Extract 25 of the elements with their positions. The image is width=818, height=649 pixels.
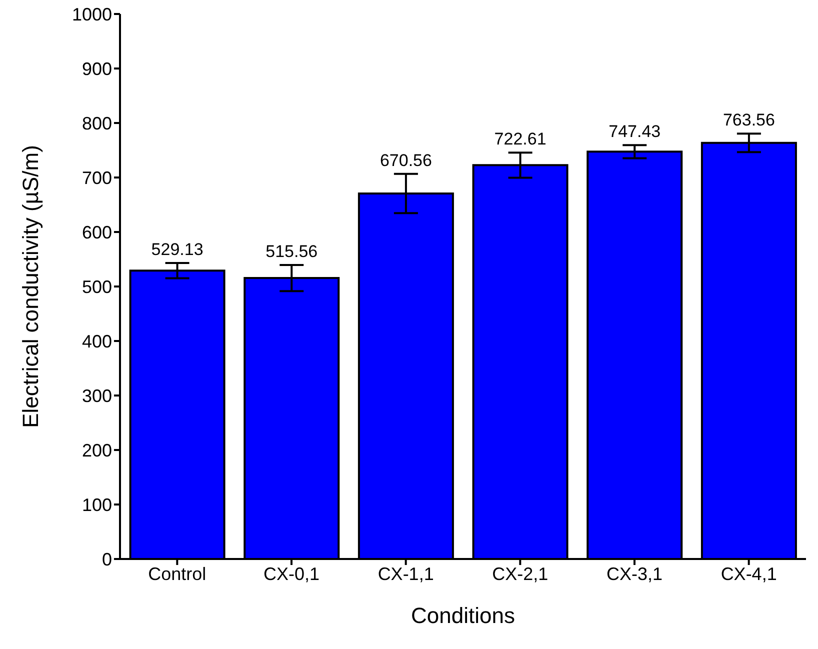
x-axis-title: Conditions: [411, 603, 515, 628]
y-tick-label: 1000: [72, 4, 112, 24]
y-axis-title: Electrical conductivity (µS/m): [18, 145, 43, 428]
y-tick-label: 100: [82, 494, 112, 515]
data-label: 670.56: [380, 150, 432, 170]
y-tick-label: 400: [82, 331, 112, 352]
data-label: 747.43: [608, 122, 661, 142]
y-tick-label: 300: [82, 386, 112, 406]
y-tick-label: 900: [82, 58, 112, 79]
x-tick-label: CX-4,1: [720, 564, 777, 584]
x-tick-label: CX-1,1: [378, 564, 434, 584]
x-tick-label: CX-0,1: [263, 564, 320, 584]
y-tick-label: 600: [82, 222, 112, 242]
data-label: 529.13: [151, 240, 204, 259]
y-tick-label: 500: [82, 276, 112, 297]
y-tick-label: 700: [82, 168, 112, 188]
data-label: 722.61: [494, 130, 546, 149]
y-tick-label: 0: [102, 549, 112, 570]
data-label: 515.56: [266, 242, 318, 261]
y-tick-label: 200: [82, 440, 112, 460]
x-tick-label: Control: [148, 564, 206, 584]
x-tick-label: CX-2,1: [492, 564, 548, 584]
y-tick-label: 800: [82, 113, 112, 134]
x-tick-label: CX-3,1: [606, 564, 663, 584]
data-label: 763.56: [722, 110, 775, 130]
